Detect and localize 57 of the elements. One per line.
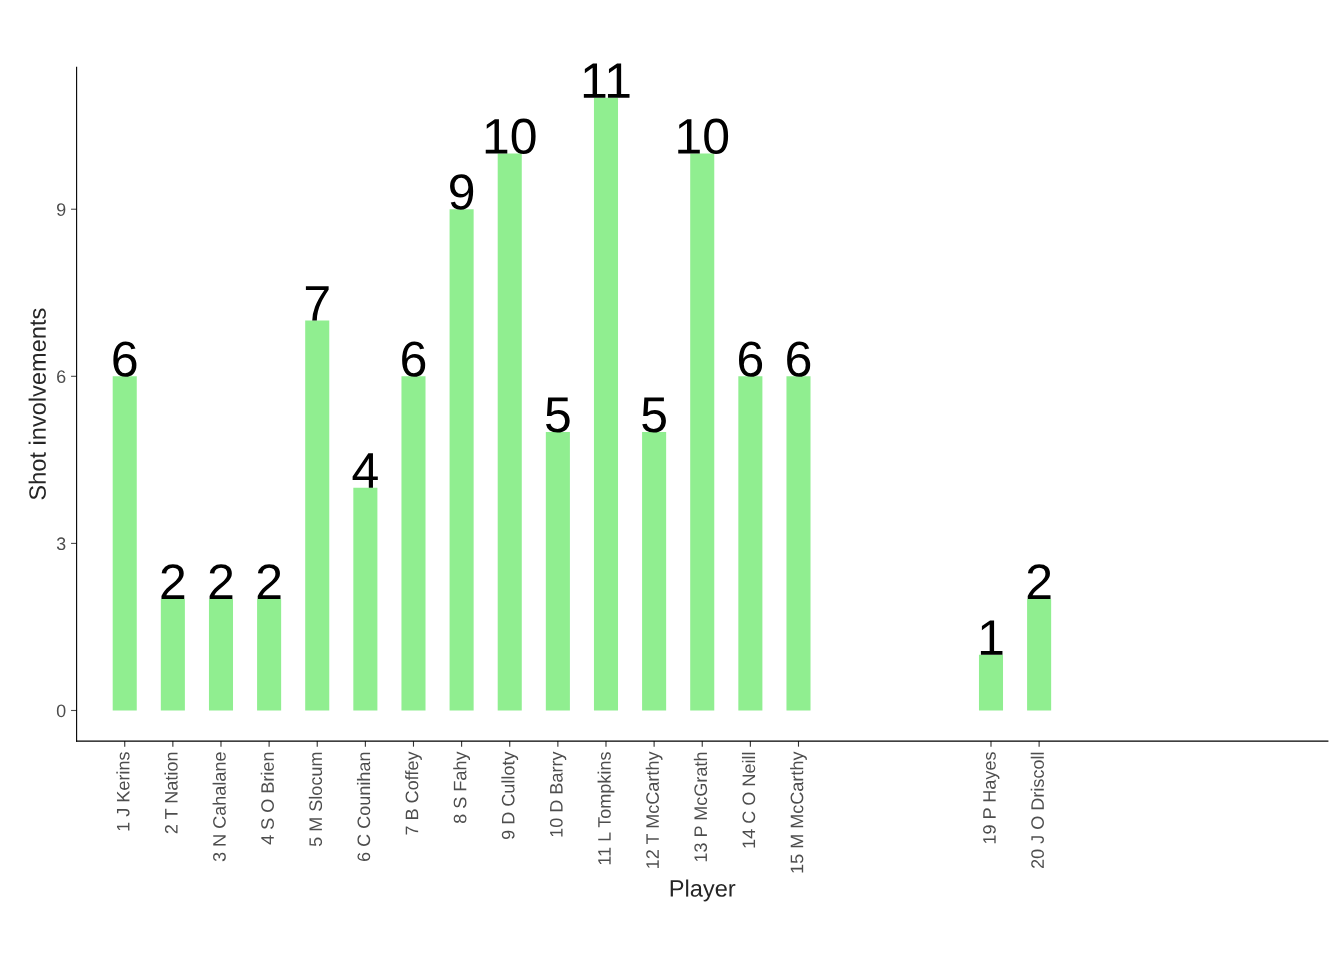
x-tick-label: 13 P McGrath: [693, 752, 708, 862]
data-label: 2: [1027, 564, 1051, 600]
bar: [160, 599, 185, 711]
data-label: 2: [161, 564, 185, 600]
bar: [690, 153, 715, 711]
data-label: 5: [642, 397, 666, 433]
x-tick-label: 11 L Tompkins: [597, 752, 615, 865]
x-tick-label: 20 J O Driscoll: [1030, 752, 1044, 869]
x-tick-label: 8 S Fahy: [453, 751, 471, 824]
data-label: 4: [352, 453, 378, 488]
x-tick-label: 9 D Culloty: [501, 751, 519, 839]
x-tick-label: 4 S O Brien: [260, 752, 274, 845]
data-label: 1: [980, 620, 1003, 655]
bar: [642, 432, 667, 711]
x-tick-label: 12 T McCarthy: [645, 751, 663, 868]
bar: [353, 487, 378, 711]
x-tick-label: 6 C Counihan: [356, 752, 371, 862]
x-tick-label: 14 C O Neill: [741, 752, 756, 848]
bar: [978, 654, 1004, 711]
data-label: 2: [257, 564, 281, 600]
bar: [257, 599, 282, 711]
data-label: 5: [545, 397, 570, 433]
data-label: 10: [678, 118, 729, 155]
bar: [545, 432, 570, 711]
data-label: 6: [739, 341, 763, 377]
data-label: 10: [485, 118, 536, 155]
y-tick-label: 0: [56, 704, 66, 718]
x-tick-label: 2 T Nation: [164, 752, 178, 834]
x-tick-label: 15 M McCarthy: [790, 751, 807, 873]
y-axis-title: Shot involvements: [28, 308, 46, 500]
bar: [738, 376, 763, 711]
data-label: 9: [450, 174, 474, 210]
x-axis-title: Player: [670, 879, 736, 902]
x-tick-label: 1 J Kerins: [116, 752, 130, 831]
bar: [401, 376, 426, 711]
bar: [1027, 599, 1052, 711]
y-tick-label: 3: [56, 537, 66, 551]
y-tick-label: 6: [57, 370, 66, 384]
x-tick-label: 10 D Barry: [549, 751, 567, 837]
bar: [112, 376, 137, 711]
x-tick-label: 5 M Slocum: [308, 752, 323, 847]
y-tick-label: 9: [57, 203, 66, 216]
bar: [593, 97, 619, 711]
data-label: 6: [113, 341, 137, 377]
bar: [208, 599, 234, 711]
bar: [497, 153, 522, 711]
data-label: 6: [787, 341, 811, 377]
data-label: 7: [305, 286, 329, 321]
data-label: 6: [402, 341, 426, 377]
data-label: 2: [209, 564, 233, 600]
bar: [449, 209, 474, 711]
x-tick-label: 3 N Cahalane: [212, 752, 226, 862]
bar: [786, 376, 811, 711]
x-tick-label: 19 P Hayes: [983, 752, 1000, 844]
x-tick-label: 7 B Coffey: [405, 751, 422, 835]
data-label: 11: [583, 63, 630, 98]
bar: [305, 320, 330, 711]
